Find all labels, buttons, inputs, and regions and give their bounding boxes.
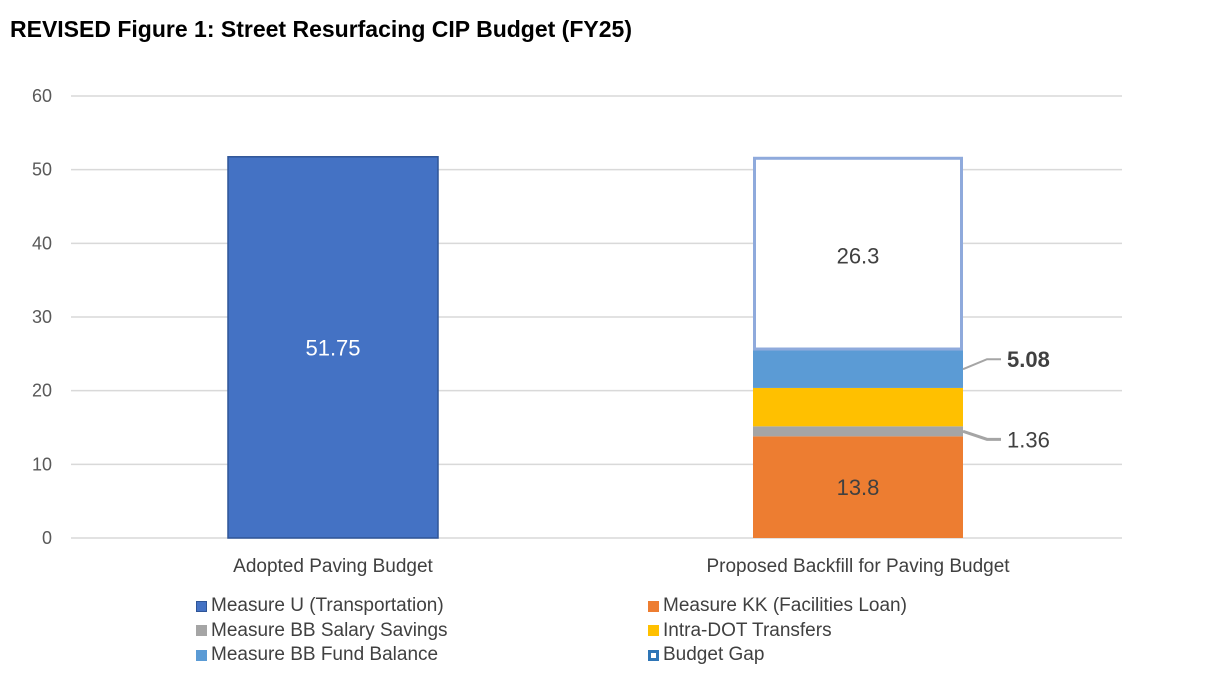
bar-segment: [753, 436, 963, 538]
y-tick-label: 20: [32, 381, 52, 401]
data-label: 26.3: [837, 244, 880, 269]
legend-swatch: [648, 600, 659, 612]
x-axis-categories: Adopted Paving Budget Proposed Backfill f…: [233, 556, 1010, 577]
x-category-label: Proposed Backfill for Paving Budget: [706, 556, 1010, 577]
legend-swatch: [196, 600, 207, 612]
bars: [227, 156, 963, 539]
legend-swatch: [196, 649, 207, 661]
bar-segment: [753, 387, 963, 427]
legend-item: Measure KK (Facilities Loan): [648, 595, 907, 617]
y-tick-label: 50: [32, 160, 52, 180]
legend-swatch: [648, 649, 659, 661]
legend-item: Budget Gap: [648, 644, 764, 666]
bar-segment: [753, 426, 963, 437]
legend-swatch: [648, 625, 659, 636]
legend-label: Measure BB Fund Balance: [211, 644, 439, 665]
data-label: 51.75: [305, 335, 360, 360]
legend-label: Measure U (Transportation): [211, 595, 444, 616]
legend-swatch: [196, 625, 207, 636]
bar-segment: [227, 156, 439, 539]
legend-item: Intra-DOT Transfers: [648, 620, 832, 642]
y-tick-label: 10: [32, 454, 52, 474]
legend-label: Measure KK (Facilities Loan): [663, 595, 907, 616]
x-category-label: Adopted Paving Budget: [233, 556, 433, 577]
y-tick-label: 0: [42, 528, 52, 548]
data-label: 1.36: [1007, 427, 1050, 452]
legend-item: Measure BB Salary Savings: [196, 620, 448, 642]
data-label: 5.08: [1007, 347, 1050, 372]
y-axis-ticks: 0 10 20 30 40 50 60: [32, 86, 52, 548]
legend-label: Intra-DOT Transfers: [663, 619, 832, 641]
data-label: 13.8: [837, 475, 880, 500]
legend-label: Budget Gap: [663, 644, 765, 665]
data-labels: 51.75 13.8 1.36 5.08 26.3: [305, 239, 1050, 500]
label-leader-line: [962, 429, 1001, 441]
bar-segment: [753, 350, 963, 388]
y-tick-label: 30: [32, 307, 52, 327]
data-label-background: [828, 239, 888, 270]
y-tick-label: 40: [32, 233, 52, 253]
legend-label: Measure BB Salary Savings: [211, 619, 448, 641]
legend-item: Measure BB Fund Balance: [196, 644, 438, 666]
label-leader-line: [962, 358, 1001, 371]
y-tick-label: 60: [32, 86, 52, 106]
chart-title: REVISED Figure 1: Street Resurfacing CIP…: [10, 16, 632, 42]
legend-item: Measure U (Transportation): [196, 595, 444, 617]
